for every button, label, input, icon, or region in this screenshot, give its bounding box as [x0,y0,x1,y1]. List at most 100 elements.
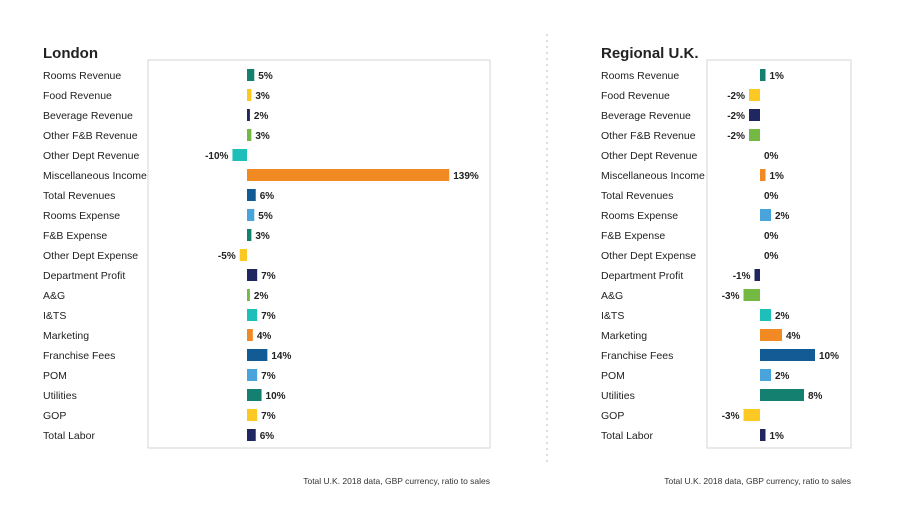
london-bar-fandb-expense [247,229,252,241]
london-category-label-other-dept-expense: Other Dept Expense [43,250,138,262]
regional-category-label-total-labor: Total Labor [601,430,653,442]
london-value-label-gop: 7% [261,411,276,422]
regional-value-label-iandts: 2% [775,311,790,322]
regional-bar-beverage-revenue [749,109,760,121]
london-value-label-miscellaneous-income: 139% [453,171,479,182]
london-value-label-aandg: 2% [254,291,269,302]
regional-bar-miscellaneous-income [760,169,766,181]
regional-value-label-other-dept-expense: 0% [764,251,779,262]
regional-category-label-utilities: Utilities [601,390,635,402]
regional-category-label-aandg: A&G [601,290,623,302]
regional-chart-title: Regional U.K. [601,45,699,62]
regional-value-label-other-dept-revenue: 0% [764,151,779,162]
regional-category-label-fandb-expense: F&B Expense [601,230,665,242]
regional-bar-marketing [760,329,782,341]
london-category-label-pom: POM [43,370,67,382]
london-value-label-rooms-expense: 5% [258,211,273,222]
london-value-label-other-dept-expense: -5% [218,251,236,262]
london-category-label-food-revenue: Food Revenue [43,90,112,102]
regional-category-label-iandts: I&TS [601,310,624,322]
regional-bar-rooms-expense [760,209,771,221]
london-bar-beverage-revenue [247,109,250,121]
london-value-label-franchise-fees: 14% [271,351,291,362]
london-category-label-other-fandb-revenue: Other F&B Revenue [43,130,138,142]
london-bar-aandg [247,289,250,301]
london-bar-rooms-expense [247,209,255,221]
regional-bar-pom [760,369,771,381]
london-bar-utilities [247,389,262,401]
regional-bar-utilities [760,389,804,401]
london-value-label-food-revenue: 3% [255,91,270,102]
london-bar-gop [247,409,258,421]
regional-value-label-department-profit: -1% [733,271,751,282]
regional-category-label-miscellaneous-income: Miscellaneous Income [601,170,705,182]
regional-category-label-food-revenue: Food Revenue [601,90,670,102]
london-category-label-utilities: Utilities [43,390,77,402]
regional-bar-gop [743,409,760,421]
regional-value-label-total-revenues: 0% [764,191,779,202]
london-category-label-fandb-expense: F&B Expense [43,230,107,242]
london-value-label-beverage-revenue: 2% [254,111,269,122]
regional-bar-other-fandb-revenue [749,129,760,141]
london-value-label-rooms-revenue: 5% [258,71,273,82]
regional-bar-franchise-fees [760,349,815,361]
london-category-label-gop: GOP [43,410,66,422]
london-category-label-miscellaneous-income: Miscellaneous Income [43,170,147,182]
london-value-label-fandb-expense: 3% [255,231,270,242]
london-value-label-other-dept-revenue: -10% [205,151,228,162]
regional-category-label-gop: GOP [601,410,624,422]
regional-category-label-department-profit: Department Profit [601,270,683,282]
london-value-label-total-labor: 6% [260,431,275,442]
regional-value-label-marketing: 4% [786,331,801,342]
london-category-label-total-revenues: Total Revenues [43,190,115,202]
london-value-label-iandts: 7% [261,311,276,322]
london-bar-iandts [247,309,258,321]
regional-value-label-food-revenue: -2% [727,91,745,102]
regional-category-label-other-dept-revenue: Other Dept Revenue [601,150,697,162]
london-category-label-other-dept-revenue: Other Dept Revenue [43,150,139,162]
regional-value-label-fandb-expense: 0% [764,231,779,242]
regional-category-label-total-revenues: Total Revenues [601,190,673,202]
london-category-label-department-profit: Department Profit [43,270,125,282]
london-bar-rooms-revenue [247,69,255,81]
regional-value-label-rooms-revenue: 1% [770,71,785,82]
regional-bar-department-profit [754,269,760,281]
london-bar-franchise-fees [247,349,268,361]
regional-value-label-beverage-revenue: -2% [727,111,745,122]
london-value-label-department-profit: 7% [261,271,276,282]
london-category-label-aandg: A&G [43,290,65,302]
regional-value-label-total-labor: 1% [770,431,785,442]
london-bar-miscellaneous-income [247,169,450,181]
regional-value-label-other-fandb-revenue: -2% [727,131,745,142]
regional-value-label-miscellaneous-income: 1% [770,171,785,182]
london-value-label-pom: 7% [261,371,276,382]
regional-value-label-aandg: -3% [722,291,740,302]
regional-value-label-pom: 2% [775,371,790,382]
regional-value-label-rooms-expense: 2% [775,211,790,222]
london-source-note: Total U.K. 2018 data, GBP currency, rati… [303,476,490,486]
regional-category-label-rooms-revenue: Rooms Revenue [601,70,679,82]
london-chart-title: London [43,45,98,62]
regional-bar-aandg [743,289,760,301]
regional-category-label-other-fandb-revenue: Other F&B Revenue [601,130,696,142]
regional-bar-total-labor [760,429,766,441]
london-value-label-other-fandb-revenue: 3% [255,131,270,142]
london-plot-frame [147,59,491,449]
london-bar-other-dept-expense [239,249,247,261]
regional-value-label-utilities: 8% [808,391,823,402]
regional-uk-chart: Regional U.K. Rooms Revenue 1% Food Revenue… [601,45,852,486]
london-bar-pom [247,369,258,381]
london-value-label-marketing: 4% [257,331,272,342]
london-bar-other-fandb-revenue [247,129,252,141]
london-bar-total-labor [247,429,256,441]
regional-category-label-franchise-fees: Franchise Fees [601,350,673,362]
regional-bar-food-revenue [749,89,760,101]
london-category-label-franchise-fees: Franchise Fees [43,350,115,362]
regional-category-label-marketing: Marketing [601,330,647,342]
london-category-label-rooms-revenue: Rooms Revenue [43,70,121,82]
london-category-label-marketing: Marketing [43,330,89,342]
regional-bar-iandts [760,309,771,321]
london-bar-marketing [247,329,253,341]
regional-value-label-gop: -3% [722,411,740,422]
